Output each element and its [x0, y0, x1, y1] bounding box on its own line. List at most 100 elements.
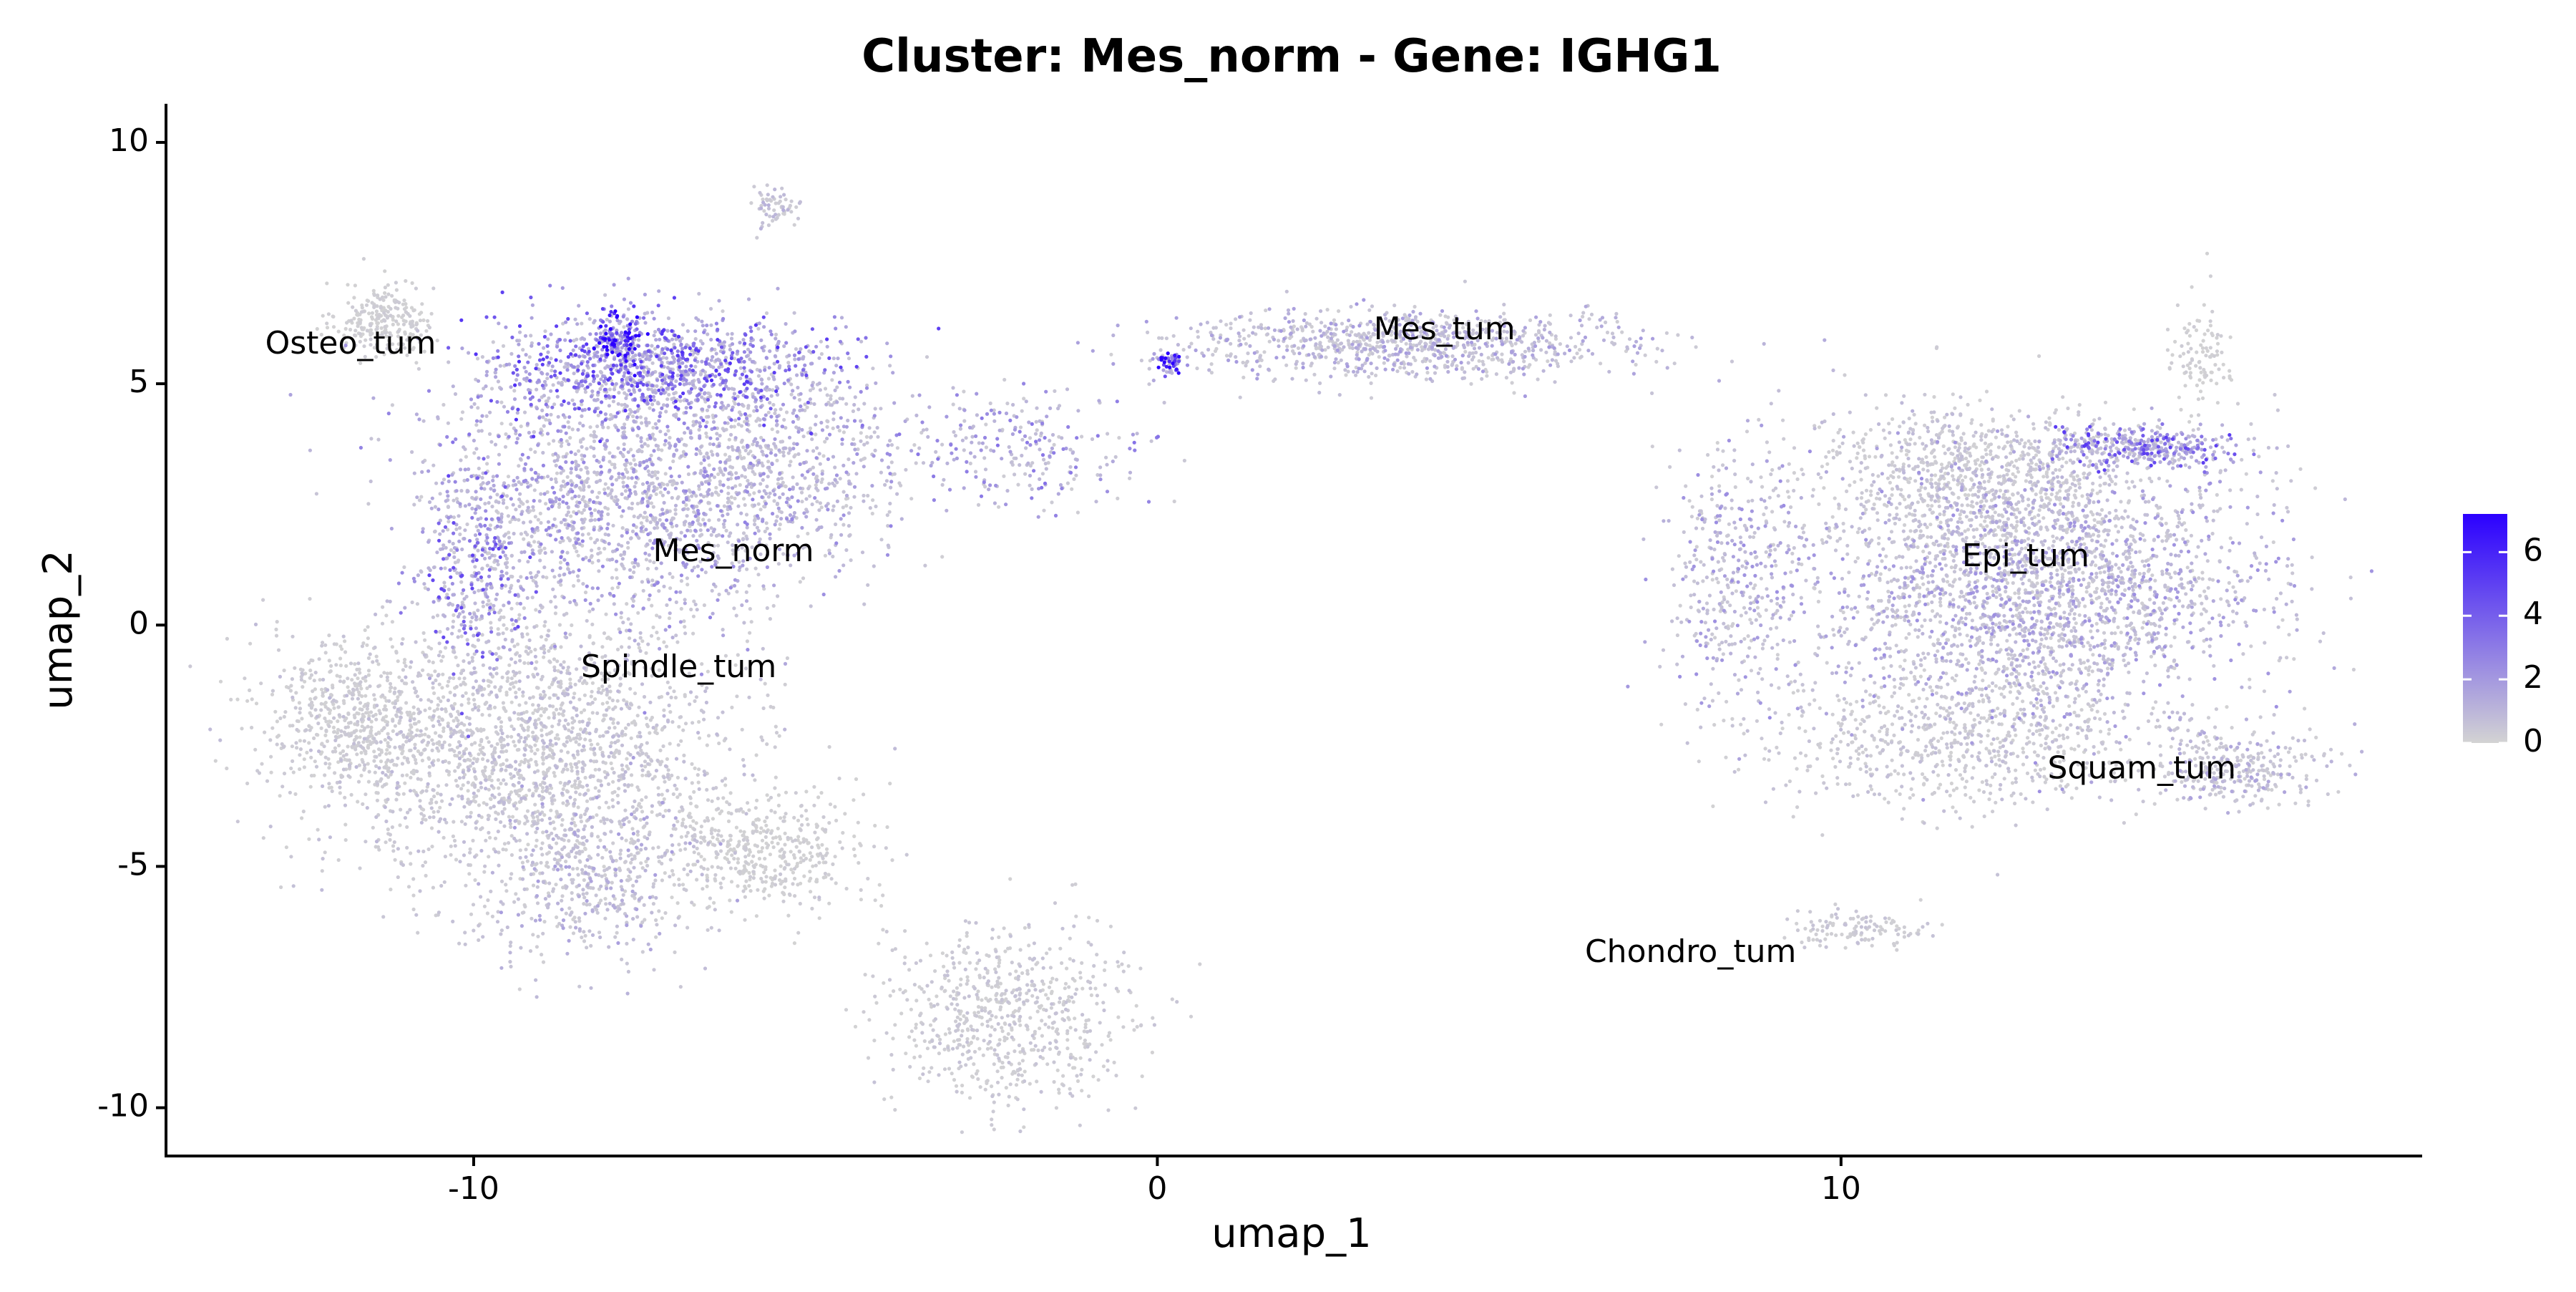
cell-point [477, 704, 481, 709]
cell-point [385, 748, 389, 752]
cell-point [2314, 735, 2318, 739]
cell-point [2053, 411, 2057, 415]
cell-point [254, 701, 259, 706]
cell-point [1904, 514, 1908, 518]
cell-point [1960, 777, 1964, 781]
cell-point [691, 631, 696, 636]
cell-point [1985, 524, 1989, 528]
cell-point [517, 987, 522, 991]
cell-point [1742, 637, 1747, 641]
cell-point [1078, 1056, 1083, 1060]
cell-point [1820, 774, 1825, 778]
cell-point [958, 983, 962, 987]
cell-point [250, 697, 254, 701]
cell-point [986, 999, 990, 1003]
cell-point [713, 877, 717, 881]
cell-point [1834, 933, 1838, 938]
cell-point [976, 989, 980, 994]
cell-point [1025, 971, 1030, 976]
cell-point [872, 845, 877, 849]
cell-point [1854, 924, 1858, 928]
cell-point [1899, 449, 1903, 453]
cell-point [2094, 586, 2099, 591]
cell-point [2039, 743, 2043, 748]
cell-point [2082, 471, 2087, 475]
cell-point [393, 686, 397, 691]
cell-point [1838, 427, 1842, 432]
cell-point [763, 868, 768, 872]
cell-point [545, 860, 550, 865]
cell-point [2170, 361, 2174, 365]
cell-point [2149, 654, 2153, 659]
cell-point [1759, 475, 1763, 480]
cell-point [1953, 445, 1958, 450]
cell-point [965, 982, 969, 986]
cell-point [926, 1079, 930, 1084]
cell-point [1106, 1034, 1111, 1038]
cell-point [1893, 685, 1897, 689]
cell-point [294, 691, 298, 695]
cell-point [2201, 381, 2205, 385]
cell-point [1080, 1089, 1084, 1093]
cell-point [440, 717, 444, 722]
cell-point [2308, 727, 2312, 732]
cell-point [853, 853, 857, 858]
cell-point [1902, 807, 1906, 811]
cell-point [2340, 752, 2344, 756]
cell-point [960, 1029, 965, 1033]
cell-point [1083, 1025, 1088, 1029]
cell-point [1884, 554, 1888, 558]
cell-point [1953, 768, 1958, 772]
cell-point [591, 641, 595, 646]
cell-point [1882, 705, 1886, 710]
cell-point [573, 823, 577, 827]
cell-point [1857, 445, 1862, 450]
cell-point [481, 769, 485, 774]
cell-point [742, 869, 746, 873]
cell-point [2031, 779, 2035, 783]
cell-point [284, 845, 288, 850]
cell-point [552, 827, 557, 831]
cell-point [959, 977, 963, 981]
cell-point [326, 312, 331, 316]
cell-point [1853, 718, 1858, 722]
cell-point [909, 1029, 914, 1034]
cell-point [497, 646, 501, 651]
cell-point [2209, 378, 2213, 383]
cell-point [2298, 467, 2303, 471]
cell-point [2201, 339, 2205, 343]
cell-point [535, 709, 540, 714]
cell-point [686, 814, 691, 818]
cell-point [781, 890, 785, 895]
cell-point [1932, 394, 1936, 399]
cell-point [480, 713, 484, 717]
cell-point [2099, 601, 2104, 606]
cell-point [1958, 517, 1962, 521]
cell-point [340, 647, 344, 651]
cell-point [622, 698, 626, 702]
cell-point [1908, 476, 1913, 481]
cell-point [410, 281, 414, 286]
cell-point [338, 664, 343, 668]
cell-point [308, 785, 313, 789]
cell-point [1684, 484, 1688, 488]
cell-point [942, 1067, 947, 1072]
cell-point [1989, 742, 1994, 746]
cell-point [568, 681, 572, 686]
cell-point [2306, 799, 2311, 804]
cell-point [990, 1117, 994, 1122]
cell-point [2074, 488, 2078, 493]
cell-point [640, 950, 645, 954]
cell-point [333, 746, 337, 750]
cell-point [730, 705, 734, 710]
cell-point [1377, 355, 1381, 359]
cell-point [2196, 413, 2201, 417]
cell-point [2221, 362, 2225, 366]
cell-point [1903, 659, 1907, 663]
cell-point [327, 766, 331, 770]
cell-point [673, 950, 677, 954]
cell-point [358, 320, 362, 325]
cell-point [391, 318, 395, 322]
cell-point [1046, 996, 1050, 1001]
cell-point [919, 987, 924, 991]
